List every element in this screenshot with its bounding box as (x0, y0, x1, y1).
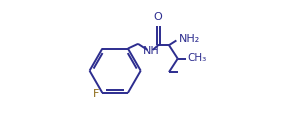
Text: NH: NH (142, 46, 159, 56)
Text: F: F (93, 89, 99, 98)
Text: NH₂: NH₂ (178, 34, 200, 44)
Text: O: O (154, 12, 163, 22)
Text: CH₃: CH₃ (187, 53, 206, 63)
